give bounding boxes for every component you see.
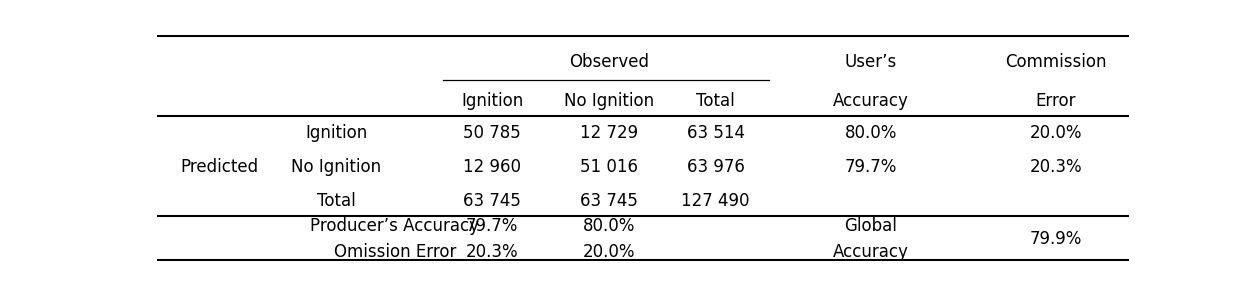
Text: 20.0%: 20.0% xyxy=(1030,124,1082,142)
Text: Accuracy: Accuracy xyxy=(833,243,909,261)
Text: 79.9%: 79.9% xyxy=(1030,230,1082,248)
Text: 79.7%: 79.7% xyxy=(845,158,898,176)
Text: No Ignition: No Ignition xyxy=(563,92,653,110)
Text: Accuracy: Accuracy xyxy=(833,92,909,110)
Text: 20.3%: 20.3% xyxy=(1030,158,1082,176)
Text: 50 785: 50 785 xyxy=(463,124,520,142)
Text: 127 490: 127 490 xyxy=(681,192,750,210)
Text: Producer’s Accuracy: Producer’s Accuracy xyxy=(310,217,479,235)
Text: 20.3%: 20.3% xyxy=(465,243,518,261)
Text: Total: Total xyxy=(317,192,356,210)
Text: Observed: Observed xyxy=(568,53,648,71)
Text: 51 016: 51 016 xyxy=(579,158,638,176)
Text: 12 729: 12 729 xyxy=(579,124,638,142)
Text: 12 960: 12 960 xyxy=(463,158,522,176)
Text: 79.7%: 79.7% xyxy=(465,217,518,235)
Text: Omission Error: Omission Error xyxy=(334,243,456,261)
Text: Ignition: Ignition xyxy=(461,92,523,110)
Text: User’s: User’s xyxy=(845,53,897,71)
Text: Predicted: Predicted xyxy=(181,158,260,176)
Text: No Ignition: No Ignition xyxy=(291,158,381,176)
Text: Global: Global xyxy=(845,217,898,235)
Text: Error: Error xyxy=(1036,92,1076,110)
Text: 20.0%: 20.0% xyxy=(582,243,635,261)
Text: 63 976: 63 976 xyxy=(687,158,745,176)
Text: 80.0%: 80.0% xyxy=(582,217,635,235)
Text: 80.0%: 80.0% xyxy=(845,124,898,142)
Text: 63 745: 63 745 xyxy=(463,192,520,210)
Text: 63 745: 63 745 xyxy=(579,192,637,210)
Text: Commission: Commission xyxy=(1004,53,1106,71)
Text: Ignition: Ignition xyxy=(306,124,367,142)
Text: Total: Total xyxy=(696,92,735,110)
Text: 63 514: 63 514 xyxy=(686,124,745,142)
